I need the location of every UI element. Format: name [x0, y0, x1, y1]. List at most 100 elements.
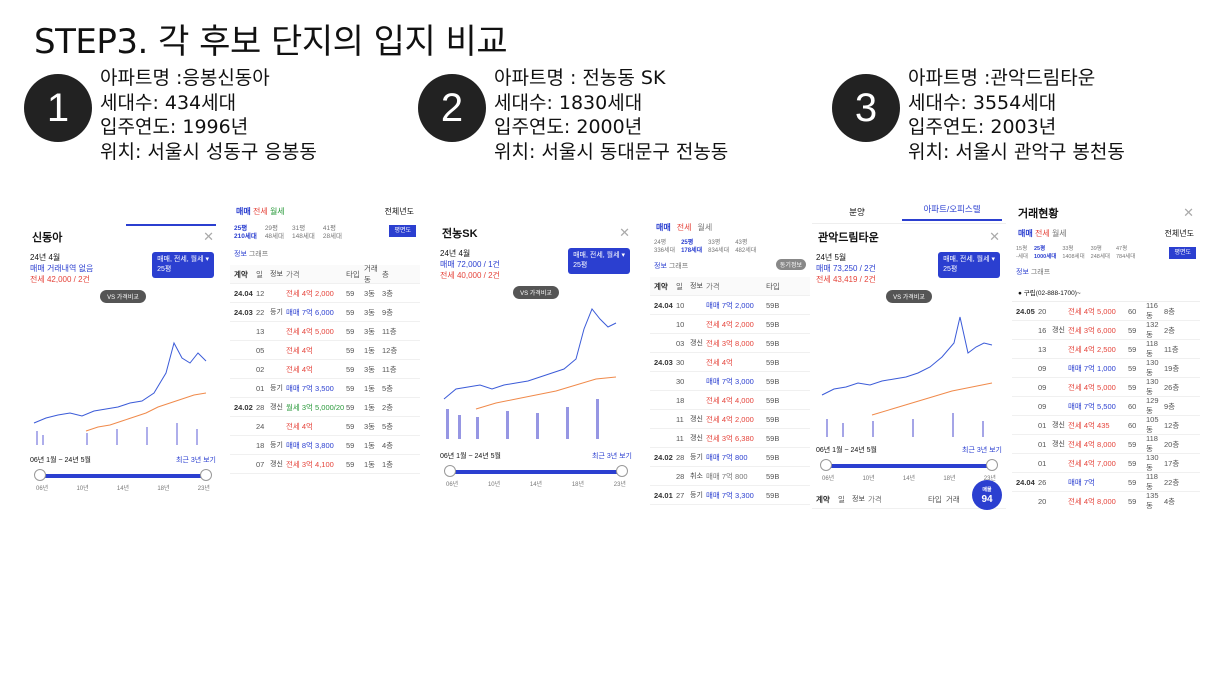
- table-row[interactable]: 01 갱신 전세 4억 435 60 105동 12층: [1012, 415, 1200, 435]
- year-filter[interactable]: 전체년도: [384, 207, 414, 216]
- table-row[interactable]: 11 갱신 전세 4억 2,000 59B: [650, 410, 810, 429]
- table-row[interactable]: 24.02 28 갱신 월세 3억 5,000/20 59 1동 2층: [230, 398, 420, 417]
- trade-type-filter[interactable]: 매매, 전세, 월세 ▾ 25평: [938, 252, 1000, 278]
- table-row[interactable]: 13 전세 4억 5,000 59 3동 11층: [230, 322, 420, 341]
- table-row[interactable]: 09 매매 7억 1,000 59 130동 19층: [1012, 358, 1200, 378]
- trade-note: 갱신: [690, 416, 703, 423]
- table-row[interactable]: 10 전세 4억 2,000 59B: [650, 315, 810, 334]
- table-row[interactable]: 20 전세 4억 8,000 59 135동 4층: [1012, 491, 1200, 510]
- close-icon[interactable]: ✕: [203, 229, 214, 244]
- size-option[interactable]: 33평 834세대: [708, 240, 730, 254]
- table-row[interactable]: 24.03 22 등기 매매 7억 6,000 59 3동 9층: [230, 303, 420, 322]
- table-row[interactable]: 01 전세 4억 7,000 59 130동 17층: [1012, 453, 1200, 473]
- floor-plan-button[interactable]: 평면도: [1169, 247, 1196, 259]
- slider-start-handle[interactable]: [820, 459, 832, 471]
- table-row[interactable]: 03 갱신 전세 3억 8,000 59B: [650, 334, 810, 353]
- table-row[interactable]: 24.04 26 매매 7억 59 118동 22층: [1012, 472, 1200, 492]
- close-icon[interactable]: ✕: [989, 229, 1000, 244]
- floor-plan-button[interactable]: 평면도: [389, 225, 416, 237]
- table-row[interactable]: 09 매매 7억 5,500 60 129동 9층: [1012, 396, 1200, 416]
- trade-type-filter[interactable]: 매매, 전세, 월세 ▾ 25평: [568, 248, 630, 274]
- graph-tab[interactable]: 그래프: [248, 251, 269, 258]
- trade-price: 전세 4억 8,000: [1068, 439, 1116, 449]
- tab-presale[interactable]: 분양: [849, 206, 865, 217]
- tab-monthly[interactable]: 월세: [269, 207, 285, 216]
- graph-tab[interactable]: 그래프: [1030, 269, 1051, 276]
- tab-monthly[interactable]: 월세: [1051, 229, 1067, 238]
- table-row[interactable]: 18 등기 매매 8억 3,800 59 1동 4층: [230, 436, 420, 455]
- close-icon[interactable]: ✕: [619, 225, 630, 240]
- table-row[interactable]: 09 전세 4억 5,000 59 130동 26층: [1012, 377, 1200, 397]
- trade-type-filter[interactable]: 매매, 전세, 월세 ▾ 25평: [152, 252, 214, 278]
- slider-end-handle[interactable]: [200, 469, 212, 481]
- recent-3y-link[interactable]: 최근 3년 보기: [962, 447, 1002, 454]
- table-row[interactable]: 11 갱신 전세 3억 6,380 59B: [650, 429, 810, 448]
- compare-button[interactable]: VS 가격비교: [513, 286, 559, 299]
- info-tab[interactable]: 정보: [654, 263, 667, 270]
- close-icon[interactable]: ✕: [1183, 205, 1194, 220]
- tab-sale[interactable]: 매매: [656, 223, 671, 232]
- info-tab[interactable]: 정보: [234, 251, 247, 258]
- tab-jeonse[interactable]: 전세: [252, 207, 268, 216]
- table-row[interactable]: 24.04 12 전세 4억 2,000 59 3동 3층: [230, 284, 420, 303]
- tab-sale[interactable]: 매매: [236, 207, 251, 216]
- size-option[interactable]: 25평 1000세대: [1033, 246, 1057, 260]
- table-row[interactable]: 01 갱신 전세 4억 8,000 59 118동 20층: [1012, 434, 1200, 454]
- period-slider[interactable]: [34, 469, 212, 481]
- table-row[interactable]: 24 전세 4억 59 3동 5층: [230, 417, 420, 436]
- table-row[interactable]: 16 갱신 전세 3억 6,000 59 132동 2층: [1012, 320, 1200, 340]
- tab-monthly[interactable]: 월세: [697, 223, 713, 232]
- size-option[interactable]: 47평 784세대: [1115, 246, 1136, 260]
- recent-3y-link[interactable]: 최근 3년 보기: [176, 457, 216, 464]
- compare-button[interactable]: VS 가격비교: [100, 290, 146, 303]
- table-row[interactable]: 02 전세 4억 59 3동 11층: [230, 360, 420, 379]
- slider-end-handle[interactable]: [616, 465, 628, 477]
- floor: 12층: [382, 345, 398, 355]
- compare-button[interactable]: VS 가격비교: [886, 290, 932, 303]
- size-option[interactable]: 25평 210세대: [234, 225, 257, 240]
- table-row[interactable]: 28 취소 매매 7억 800 59B: [650, 467, 810, 486]
- tab-jeonse[interactable]: 전세: [1034, 229, 1050, 238]
- table-row[interactable]: 24.03 30 전세 4억 59B: [650, 353, 810, 372]
- size-option[interactable]: 31평 148세대: [292, 225, 315, 240]
- graph-tab[interactable]: 그래프: [668, 263, 689, 270]
- trade-day: 03: [676, 338, 685, 348]
- listing-count-button[interactable]: 매물 94: [972, 480, 1002, 510]
- slider-start-handle[interactable]: [444, 465, 456, 477]
- table-row[interactable]: 24.01 27 등기 매매 7억 3,300 59B: [650, 486, 810, 505]
- table-row[interactable]: 07 갱신 전세 3억 4,100 59 1동 1층: [230, 455, 420, 474]
- table-row[interactable]: 01 등기 매매 7억 3,500 59 1동 5층: [230, 379, 420, 398]
- slider-end-handle[interactable]: [986, 459, 998, 471]
- floor: 11층: [382, 364, 397, 374]
- size-option[interactable]: 41평 28세대: [322, 225, 343, 240]
- recent-3y-link[interactable]: 최근 3년 보기: [592, 453, 632, 460]
- location: 위치: 서울시 관악구 봉천동: [908, 140, 1125, 163]
- size-option[interactable]: 24평 336세대: [654, 240, 676, 254]
- size-option[interactable]: 33평 1408세대: [1062, 246, 1085, 260]
- agent-contact[interactable]: ● 구립(02-888-1700)~: [1012, 283, 1200, 302]
- size-option[interactable]: 39평 248세대: [1090, 246, 1110, 260]
- tab-jeonse[interactable]: 전세: [676, 223, 692, 232]
- floor: 1층: [382, 459, 394, 469]
- size-option[interactable]: 43평 482세대: [735, 240, 757, 254]
- period-slider[interactable]: [820, 459, 998, 471]
- trade-price: 매매 7억 2,000: [706, 300, 754, 310]
- slider-start-handle[interactable]: [34, 469, 46, 481]
- table-row[interactable]: 24.02 28 등기 매매 7억 800 59B: [650, 448, 810, 467]
- size-option[interactable]: 29평 48세대: [264, 225, 285, 240]
- table-row[interactable]: 05 전세 4억 59 1동 12층: [230, 341, 420, 360]
- table-row[interactable]: 24.04 10 매매 7억 2,000 59B: [650, 296, 810, 315]
- info-tab[interactable]: 정보: [1016, 269, 1029, 276]
- table-row[interactable]: 13 전세 4억 2,500 59 118동 11층: [1012, 339, 1200, 359]
- tab-apartment[interactable]: 아파트/오피스텔: [902, 203, 1002, 221]
- period-slider[interactable]: [444, 465, 628, 477]
- candidate-3: 3 아파트명 :관악드림타운 세대수: 3554세대 입주연도: 2003년 위…: [832, 66, 1202, 166]
- year-filter[interactable]: 전체년도: [1164, 229, 1194, 238]
- table-row[interactable]: 18 전세 4억 4,000 59B: [650, 391, 810, 410]
- registry-button[interactable]: 동기정보: [775, 259, 806, 270]
- table-row[interactable]: 24.05 20 전세 4억 5,000 60 116동 8층: [1012, 301, 1200, 321]
- size-option[interactable]: 25평 178세대: [681, 240, 703, 254]
- tab-sale[interactable]: 매매: [1018, 229, 1033, 238]
- table-row[interactable]: 30 매매 7억 3,000 59B: [650, 372, 810, 391]
- size-option[interactable]: 15평 -세대: [1016, 246, 1028, 260]
